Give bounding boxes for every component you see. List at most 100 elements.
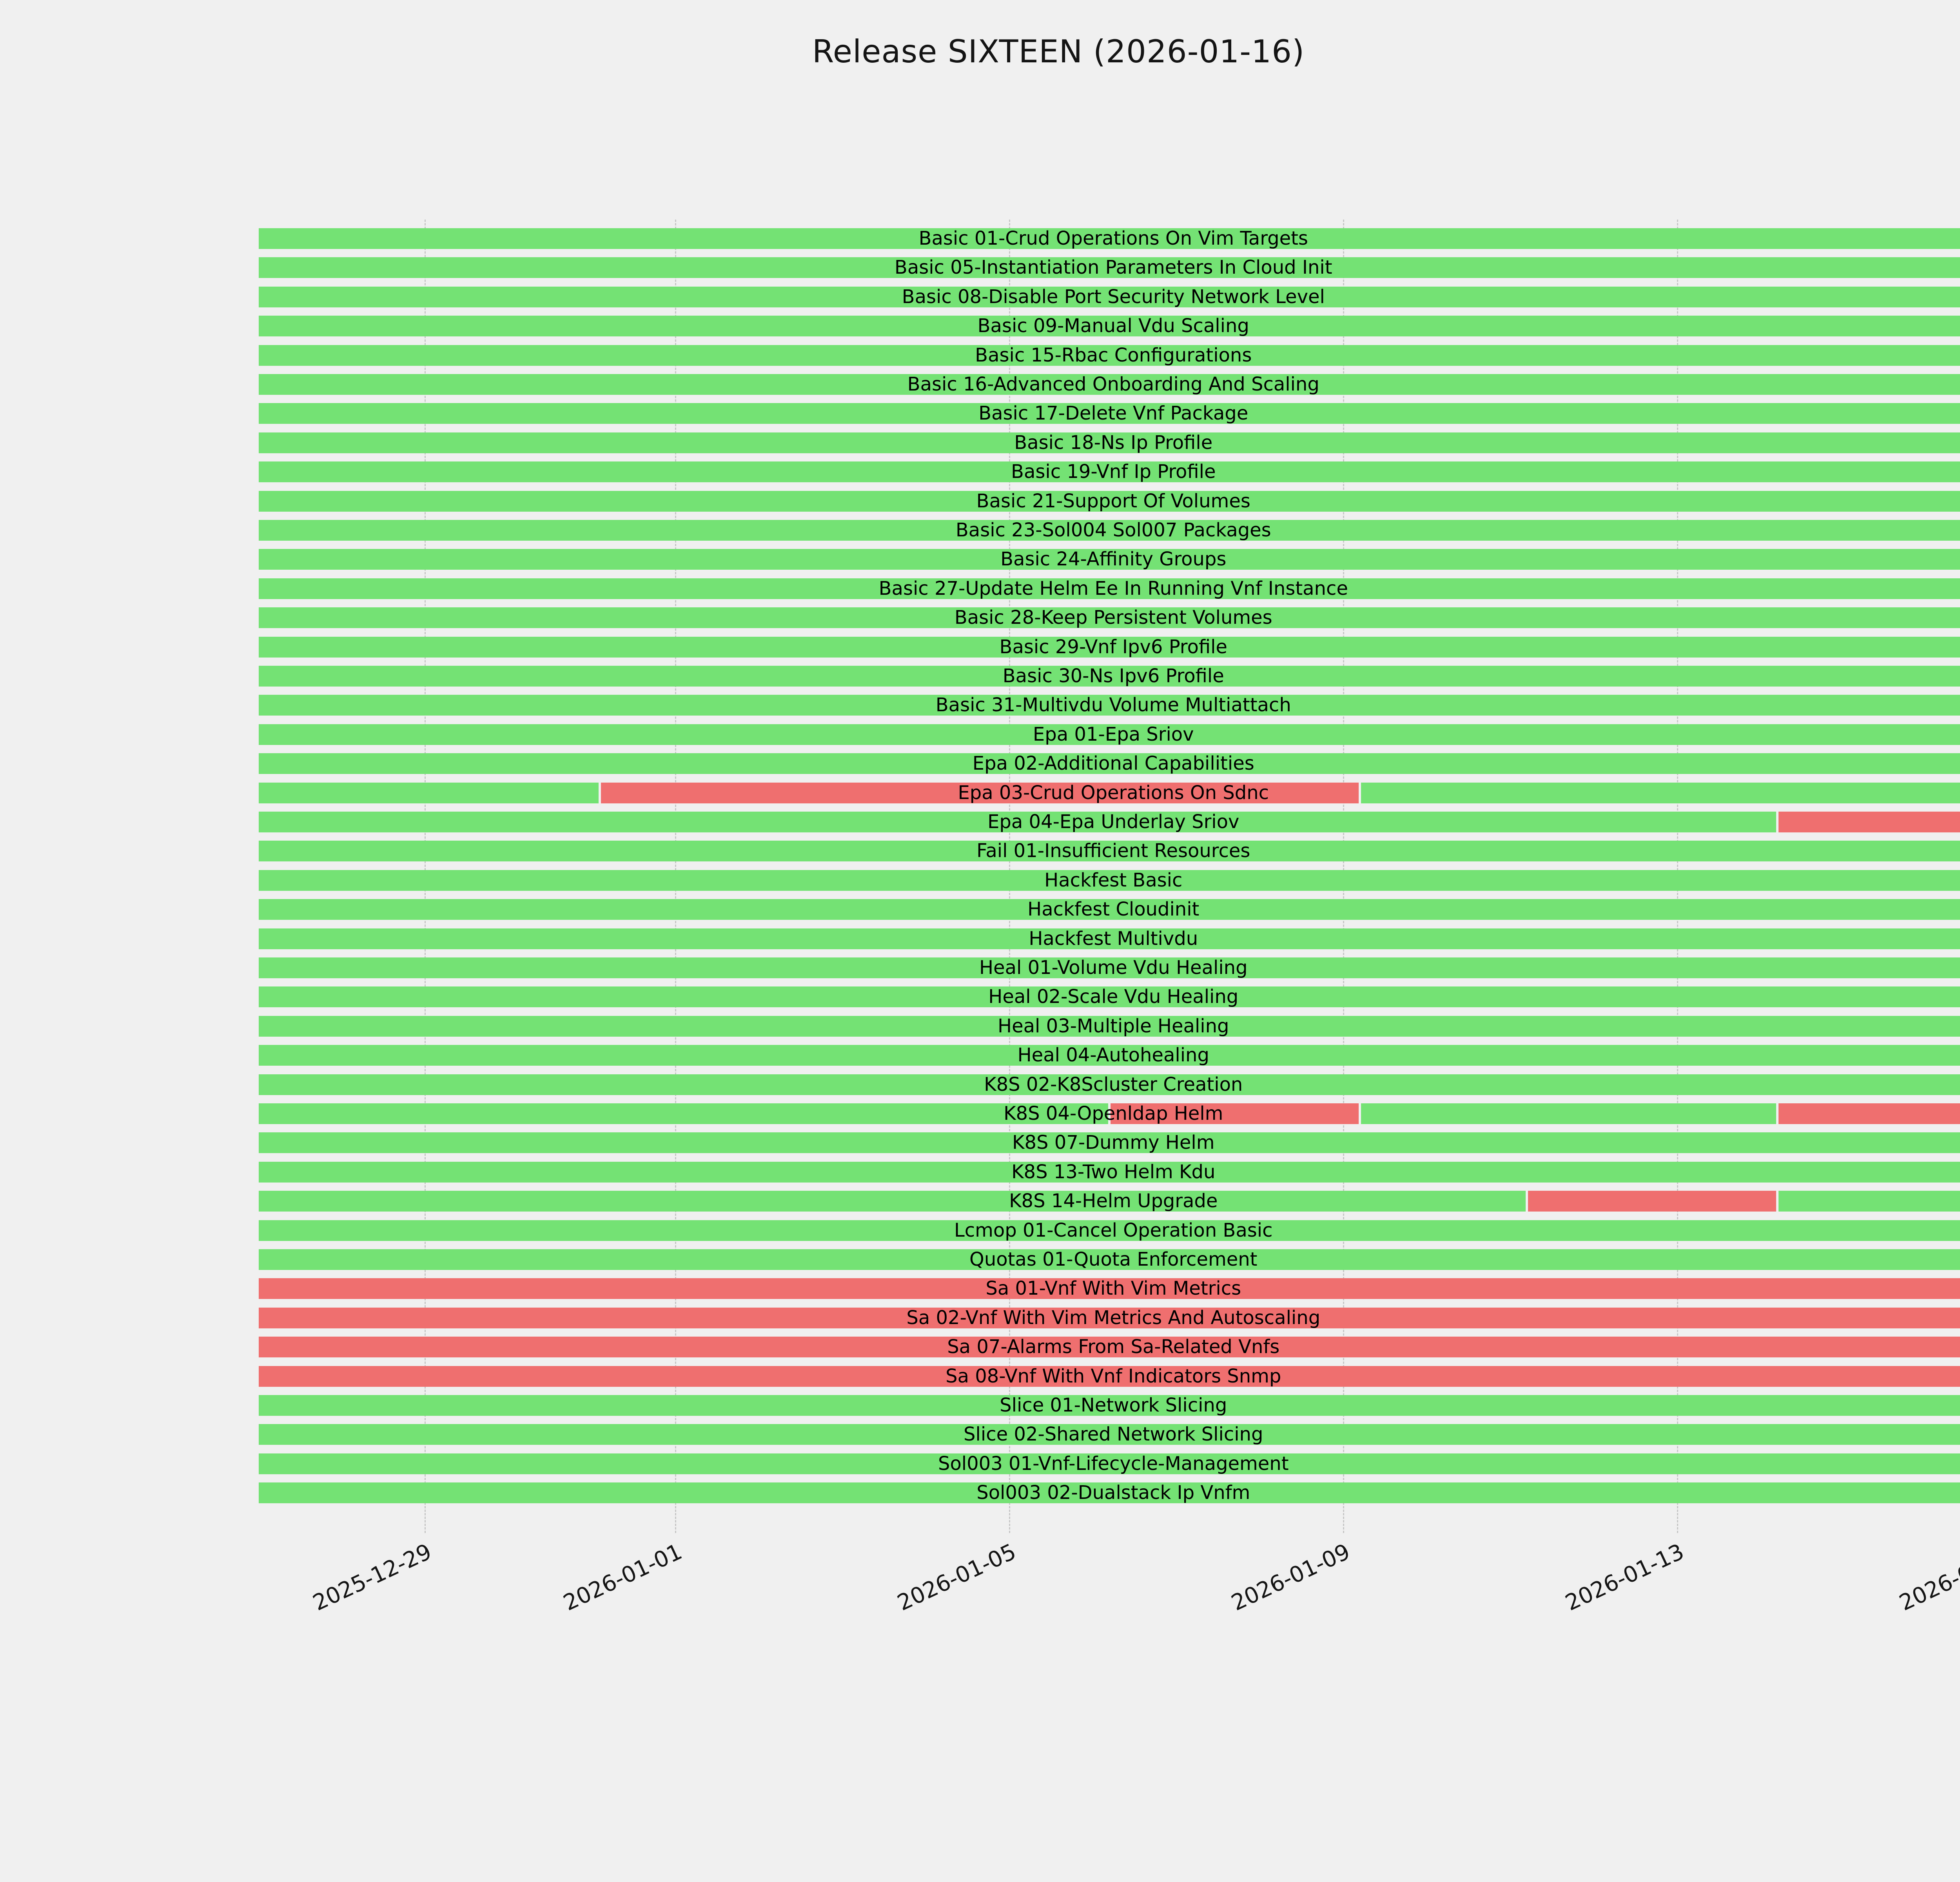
bar-segment-fail (1110, 1103, 1359, 1124)
x-tick-label: 2026-01-13 (1561, 1539, 1688, 1616)
task-label: Epa 01-Epa Sriov (1033, 723, 1194, 745)
task-label: Epa 02-Additional Capabilities (972, 752, 1254, 775)
task-row: K8S 07-Dummy Helm (258, 1132, 1960, 1154)
task-label: K8S 13-Two Helm Kdu (1011, 1161, 1216, 1183)
task-row: Epa 04-Epa Underlay Sriov (258, 812, 1960, 832)
bar-segment-pass (259, 636, 1960, 658)
task-label: Fail 01-Insufficient Resources (976, 840, 1250, 862)
bar-segment-pass (259, 782, 599, 803)
task-label: Basic 18-Ns Ip Profile (1014, 431, 1213, 454)
task-row: Basic 24-Affinity Groups (258, 549, 1960, 570)
task-label: Sa 08-Vnf With Vnf Indicators Snmp (946, 1365, 1281, 1387)
bar-segment-pass (259, 928, 1960, 949)
task-label: Basic 24-Affinity Groups (1000, 548, 1227, 570)
task-label: Slice 02-Shared Network Slicing (964, 1423, 1263, 1446)
task-label: K8S 04-Openldap Helm (1004, 1103, 1223, 1124)
task-row: Sa 01-Vnf With Vim Metrics (258, 1278, 1960, 1299)
task-row: Basic 19-Vnf Ip Profile (258, 461, 1960, 483)
task-row: Basic 28-Keep Persistent Volumes (258, 607, 1960, 629)
task-label: K8S 14-Helm Upgrade (1009, 1190, 1218, 1212)
x-tick-label: 2026-01-01 (559, 1539, 686, 1616)
bar-segment-pass (259, 753, 1960, 774)
task-row: Basic 31-Multivdu Volume Multiattach (258, 695, 1960, 716)
task-row: Basic 23-Sol004 Sol007 Packages (258, 520, 1960, 541)
task-row: Basic 17-Delete Vnf Package (258, 403, 1960, 424)
task-label: Heal 04-Autohealing (1017, 1044, 1209, 1066)
bar-segment-fail (1778, 812, 1960, 832)
task-label: Basic 16-Advanced Onboarding And Scaling (907, 373, 1319, 395)
bar-segment-pass (1361, 782, 1960, 803)
bar-segment-pass (259, 1249, 1960, 1270)
bar-segment-pass (259, 666, 1960, 687)
x-tick-label: 2025-12-29 (309, 1539, 436, 1616)
bar-segment-pass (259, 1191, 1526, 1212)
task-row: Heal 02-Scale Vdu Healing (258, 986, 1960, 1008)
bar-segment-pass (259, 695, 1960, 716)
task-row: Sol003 02-Dualstack Ip Vnfm (258, 1482, 1960, 1504)
task-label: Lcmop 01-Cancel Operation Basic (954, 1219, 1273, 1241)
bar-segment-pass (259, 1015, 1960, 1037)
task-label: Basic 09-Manual Vdu Scaling (977, 315, 1249, 337)
task-row: Basic 15-Rbac Configurations (258, 345, 1960, 366)
bar-segment-fail (259, 1307, 1960, 1328)
bar-segment-pass (259, 432, 1960, 453)
task-label: Sol003 02-Dualstack Ip Vnfm (976, 1482, 1250, 1504)
task-row: Fail 01-Insufficient Resources (258, 840, 1960, 862)
bar-segment-pass (259, 724, 1960, 745)
task-row: Basic 27-Update Helm Ee In Running Vnf I… (258, 578, 1960, 599)
task-row: Lcmop 01-Cancel Operation Basic (258, 1220, 1960, 1241)
bar-segment-fail (1528, 1191, 1776, 1212)
task-row: K8S 14-Helm Upgrade (258, 1191, 1960, 1212)
bar-segment-pass (259, 986, 1960, 1008)
task-label: Basic 27-Update Helm Ee In Running Vnf I… (878, 577, 1348, 599)
bar-segment-pass (259, 607, 1960, 629)
bar-segment-fail (601, 782, 1359, 803)
task-row: Slice 01-Network Slicing (258, 1395, 1960, 1416)
task-label: Basic 05-Instantiation Parameters In Clo… (894, 256, 1332, 279)
x-tick-label: 2026-01-05 (893, 1539, 1020, 1616)
task-label: K8S 02-K8Scluster Creation (984, 1073, 1243, 1095)
bar-segment-pass (259, 286, 1960, 307)
task-row: Basic 08-Disable Port Security Network L… (258, 286, 1960, 307)
task-row: Hackfest Multivdu (258, 928, 1960, 949)
bar-segment-fail (259, 1366, 1960, 1387)
task-label: Basic 19-Vnf Ip Profile (1011, 461, 1216, 483)
bar-segment-pass (259, 578, 1960, 599)
bar-segment-pass (259, 1482, 1960, 1504)
bar-segment-pass (259, 1424, 1960, 1445)
task-label: Heal 01-Volume Vdu Healing (979, 957, 1248, 979)
task-label: Basic 28-Keep Persistent Volumes (954, 607, 1272, 629)
task-label: Slice 01-Network Slicing (1000, 1394, 1227, 1416)
task-row: Heal 03-Multiple Healing (258, 1015, 1960, 1037)
bar-segment-pass (259, 1103, 1108, 1124)
bar-segment-pass (259, 228, 1960, 249)
bar-segment-pass (259, 841, 1960, 862)
bar-segment-pass (259, 549, 1960, 570)
bar-segment-pass (259, 461, 1960, 483)
task-label: Basic 21-Support Of Volumes (976, 490, 1250, 512)
x-tick-label: 2026-01-17 (1895, 1539, 1960, 1616)
bar-segment-pass (259, 257, 1960, 278)
bar-segment-fail (259, 1337, 1960, 1358)
bar-segment-pass (259, 870, 1960, 891)
bar-segment-pass (259, 1074, 1960, 1095)
bar-segment-pass (259, 1453, 1960, 1474)
task-row: Sa 07-Alarms From Sa-Related Vnfs (258, 1337, 1960, 1358)
task-row: Hackfest Cloudinit (258, 899, 1960, 920)
task-row: Sa 02-Vnf With Vim Metrics And Autoscali… (258, 1307, 1960, 1328)
bar-segment-pass (259, 1132, 1960, 1154)
task-row: Basic 05-Instantiation Parameters In Clo… (258, 257, 1960, 278)
chart-title: Release SIXTEEN (2026-01-16) (812, 33, 1305, 70)
bar-segment-pass (259, 1045, 1960, 1066)
task-row: Quotas 01-Quota Enforcement (258, 1249, 1960, 1270)
task-row: Epa 01-Epa Sriov (258, 724, 1960, 745)
task-label: Basic 31-Multivdu Volume Multiattach (935, 694, 1291, 716)
bar-segment-pass (1361, 1103, 1776, 1124)
task-label: K8S 07-Dummy Helm (1012, 1132, 1215, 1154)
task-row: Basic 21-Support Of Volumes (258, 490, 1960, 512)
task-row: Heal 01-Volume Vdu Healing (258, 957, 1960, 978)
task-row: Heal 04-Autohealing (258, 1045, 1960, 1066)
task-label: Quotas 01-Quota Enforcement (969, 1248, 1258, 1270)
bar-segment-pass (259, 812, 1776, 832)
